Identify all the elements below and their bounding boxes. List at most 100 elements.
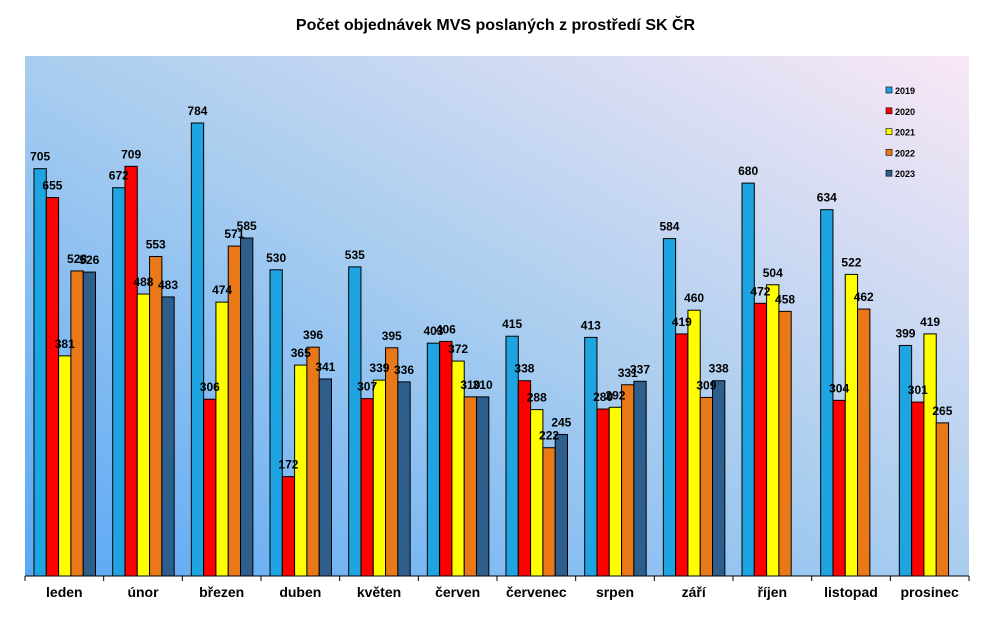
bar	[517, 380, 532, 577]
bar-value-label: 526	[79, 253, 99, 267]
bar-value-label: 535	[345, 248, 365, 262]
bar	[675, 333, 689, 577]
bar	[161, 296, 175, 577]
bar	[306, 346, 320, 577]
bar	[857, 308, 871, 577]
bar	[741, 182, 755, 577]
bar	[712, 380, 726, 577]
bar-value-label: 413	[581, 318, 601, 332]
bar	[766, 284, 780, 577]
bar-value-label: 419	[920, 315, 940, 329]
bar	[662, 238, 677, 577]
bar-value-label: 304	[829, 381, 849, 395]
bar	[832, 399, 846, 577]
bar-value-label: 553	[146, 237, 166, 251]
bar	[542, 447, 556, 577]
bar-value-label: 522	[841, 255, 861, 269]
bar	[149, 255, 163, 577]
category-label: květen	[357, 584, 401, 600]
legend-label: 2023	[895, 169, 915, 179]
bar	[348, 266, 362, 577]
bar	[554, 433, 569, 577]
legend-swatch	[885, 128, 893, 135]
bar	[58, 355, 72, 577]
bar-value-label: 396	[303, 328, 323, 342]
bar-value-label: 372	[448, 342, 468, 356]
legend-label: 2021	[895, 128, 915, 138]
bar-value-label: 292	[605, 388, 625, 402]
bar-value-label: 395	[382, 329, 402, 343]
bar-value-label: 403	[423, 324, 443, 338]
legend: 2019 2020 2021 2022 2023	[885, 86, 915, 179]
bar-value-label: 585	[237, 219, 257, 233]
bar	[923, 333, 937, 577]
bar-value-label: 504	[763, 266, 783, 280]
bar-value-label: 709	[121, 147, 141, 161]
bar	[82, 271, 96, 577]
bar	[439, 340, 453, 577]
category-label: srpen	[596, 584, 634, 600]
legend-label: 2022	[895, 148, 915, 158]
legend-swatch	[885, 86, 893, 94]
bar-value-label: 399	[895, 326, 915, 340]
bar-value-label: 337	[630, 362, 650, 376]
bar	[203, 398, 217, 577]
bar-value-label: 172	[278, 458, 298, 472]
x-axis-ticks	[24, 576, 970, 581]
category-label: leden	[46, 584, 83, 600]
bar	[596, 408, 610, 577]
bar-value-label: 309	[696, 378, 716, 392]
bar	[820, 209, 834, 577]
bar-value-label: 338	[514, 362, 534, 376]
bar	[898, 344, 913, 577]
bar	[136, 293, 151, 577]
legend-label: 2019	[895, 86, 915, 96]
bar	[397, 381, 411, 577]
bar	[269, 269, 283, 577]
bar-value-label: 331	[618, 366, 638, 380]
category-label: září	[682, 584, 707, 600]
bar	[281, 476, 296, 577]
bar-value-label: 310	[473, 378, 493, 392]
category-label: prosinec	[900, 584, 959, 600]
bar-value-label: 265	[932, 404, 952, 418]
legend-swatch	[885, 149, 893, 156]
bar-value-label: 365	[291, 346, 311, 360]
bar	[426, 342, 441, 577]
bar-value-label: 462	[854, 290, 874, 304]
bar	[699, 396, 714, 577]
category-label: duben	[279, 584, 321, 600]
bar-value-label: 245	[551, 415, 571, 429]
bar-value-label: 655	[42, 179, 62, 193]
bar	[318, 378, 333, 577]
bar	[621, 384, 635, 577]
category-labels: leden únor březen duben květen červen červenec…	[46, 584, 959, 600]
bar	[124, 165, 138, 577]
bar-value-label: 483	[158, 278, 178, 292]
bars	[33, 122, 950, 577]
bar	[476, 396, 490, 577]
bar	[463, 396, 478, 577]
bar-value-label: 406	[436, 322, 456, 336]
bar	[753, 302, 768, 577]
bar	[935, 422, 950, 577]
bar	[584, 336, 598, 577]
bar	[240, 237, 254, 577]
bar-value-label: 584	[659, 220, 679, 234]
bar-value-label: 338	[709, 362, 729, 376]
bar-value-label: 419	[672, 315, 692, 329]
bar-value-label: 784	[187, 104, 207, 118]
chart-title: Počet objednávek MVS poslaných z prostře…	[295, 17, 696, 34]
bar-value-label: 705	[30, 150, 50, 164]
bar-value-label: 289	[593, 390, 613, 404]
legend-swatch	[885, 169, 893, 177]
bar-value-label: 415	[502, 317, 522, 331]
plot-area	[25, 56, 969, 576]
bar-value-label: 310	[460, 378, 480, 392]
category-label: únor	[127, 584, 159, 600]
bar-value-label: 571	[224, 227, 244, 241]
category-label: říjen	[758, 584, 788, 600]
bar	[112, 187, 126, 577]
